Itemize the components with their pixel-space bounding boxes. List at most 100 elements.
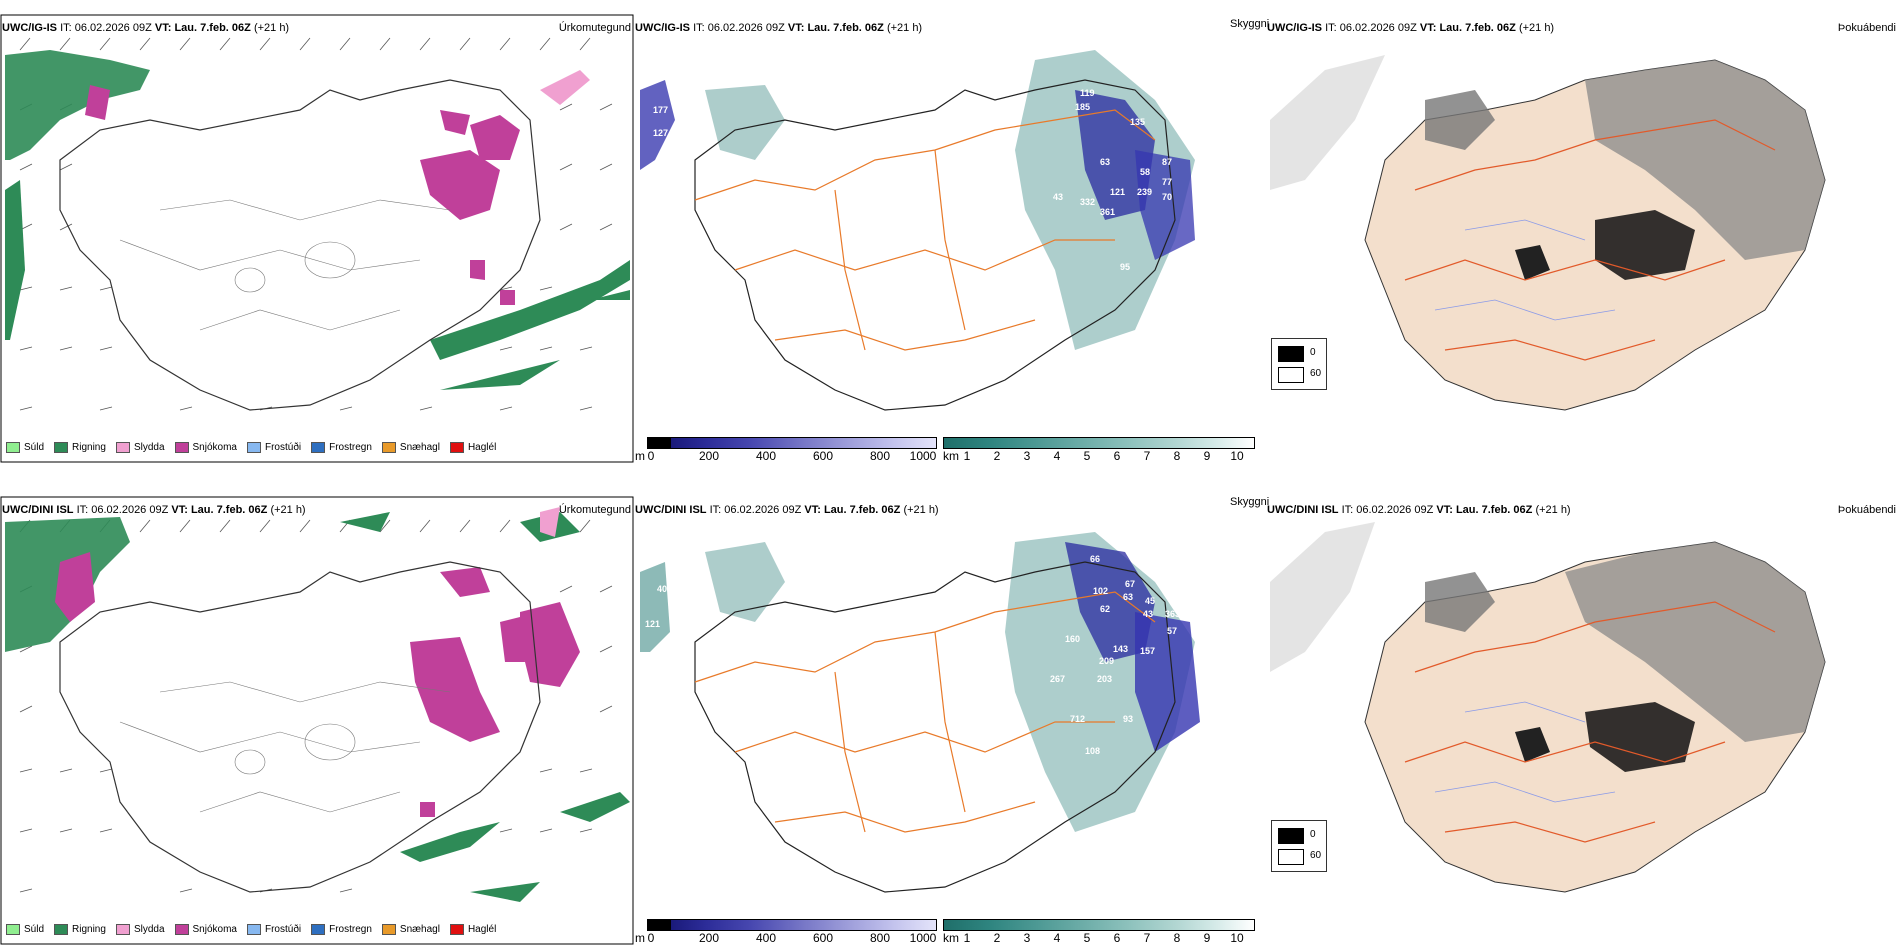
value-label: 267: [1050, 674, 1065, 684]
colorbar-ticks: 0 200 400 600 800 1000: [635, 449, 937, 463]
tick-label: 9: [1203, 931, 1211, 945]
model-name: UWC/IG-IS: [1267, 22, 1322, 34]
colorbar-strip: [943, 919, 1255, 931]
tick-label: 5: [1083, 931, 1091, 945]
it-label: IT:: [1341, 504, 1354, 516]
fog-legend-label: 60: [1310, 850, 1322, 861]
fog-legend: 0 60: [1271, 820, 1327, 872]
fog-map: [1270, 522, 1826, 893]
it-label: IT:: [709, 504, 722, 516]
vt-label: VT:: [1436, 504, 1453, 516]
fog-legend-black: [1278, 828, 1304, 844]
colorbar-ticks: 1 2 3 4 5 6 7 8 9 10: [943, 449, 1253, 463]
vt-value: Lau. 7.feb. 06Z: [1439, 22, 1516, 34]
value-label: 63: [1100, 157, 1110, 167]
drizzle-swatch: [6, 924, 20, 935]
tick-label: 8: [1173, 931, 1181, 945]
legend-item-freezing-drizzle: Frostúði: [246, 924, 301, 935]
precip-legend: Súld Rigning Slydda Snjókoma Frostúði Fr…: [6, 442, 496, 453]
panel-title: Skyggni: [1230, 496, 1270, 508]
tick-label: 1: [963, 449, 971, 463]
colorbar-strip: [943, 437, 1255, 449]
value-label: 332: [1080, 197, 1095, 207]
tick-label: 200: [698, 931, 720, 945]
rain-swatch: [54, 924, 69, 935]
vt-label: VT:: [171, 504, 188, 516]
precip-panel-top: UWC/IG-IS IT: 06.02.2026 09Z VT: Lau. 7.…: [0, 10, 635, 465]
value-label: 62: [1100, 604, 1110, 614]
value-label: 93: [1123, 714, 1133, 724]
freezing-rain-swatch: [311, 442, 326, 453]
fog-panel-top: UWC/IG-IS IT: 06.02.2026 09Z VT: Lau. 7.…: [1265, 10, 1900, 465]
it-value: 06.02.2026 09Z: [74, 22, 152, 34]
graupel-swatch: [381, 924, 396, 935]
tick-label: 10: [1230, 449, 1244, 463]
cloud-map: 406 121 66 67 102 62 63 43 45 363 57 160…: [640, 532, 1200, 893]
value-label: 102: [1093, 586, 1108, 596]
colorbar-ticks: 1 2 3 4 5 6 7 8 9 10: [943, 931, 1253, 945]
precip-legend: Súld Rigning Slydda Snjókoma Frostúði Fr…: [6, 924, 496, 935]
fog-legend-white: [1278, 849, 1304, 865]
tick-label: 200: [698, 449, 720, 463]
fog-legend-white: [1278, 367, 1304, 383]
value-label: 119: [1080, 88, 1095, 98]
panel-header: UWC/IG-IS IT: 06.02.2026 09Z VT: Lau. 7.…: [1267, 22, 1554, 34]
legend-item-drizzle: Súld: [6, 924, 44, 935]
legend-item-sleet: Slydda: [115, 442, 165, 453]
unit-label: km: [943, 931, 959, 945]
tick-label: 1: [963, 931, 971, 945]
precip-panel-bottom: UWC/DINI ISL IT: 06.02.2026 09Z VT: Lau.…: [0, 492, 635, 947]
value-label: 67: [1125, 579, 1135, 589]
tick-label: 0: [647, 931, 655, 945]
legend-item-hail: Haglél: [449, 442, 496, 453]
unit-label: m: [635, 449, 645, 463]
colorbar-ticks: 0 200 400 600 800 1000: [635, 931, 937, 945]
value-label: 63: [1123, 592, 1133, 602]
tick-label: 400: [755, 449, 777, 463]
precip-map: [0, 14, 634, 463]
vt-label: VT:: [787, 22, 805, 34]
fog-legend: 0 60: [1271, 338, 1327, 390]
value-label: 363: [1165, 609, 1180, 619]
value-label: 43: [1143, 609, 1153, 619]
unit-label: m: [635, 931, 645, 945]
tick-label: 1000: [909, 449, 937, 463]
value-label: 143: [1113, 644, 1128, 654]
value-label: 58: [1140, 167, 1150, 177]
legend-item-freezing-rain: Frostregn: [311, 924, 372, 935]
sleet-swatch: [115, 442, 130, 453]
tick-label: 2: [993, 931, 1001, 945]
lead-time: (+21 h): [1518, 22, 1555, 34]
drizzle-swatch: [6, 442, 20, 453]
it-label: IT:: [60, 22, 72, 34]
value-label: 87: [1162, 157, 1172, 167]
vt-value: Lau. 7.feb. 06Z: [190, 504, 268, 516]
lead-time: (+21 h): [1535, 504, 1571, 516]
tick-label: 7: [1143, 931, 1151, 945]
value-label: 406: [657, 584, 672, 594]
panel-title: Úrkomutegund: [558, 22, 631, 34]
fog-legend-black: [1278, 346, 1304, 362]
vt-label: VT:: [804, 504, 821, 516]
model-name: UWC/IG-IS: [635, 22, 690, 34]
legend-item-graupel: Snæhagl: [381, 924, 440, 935]
tick-label: 400: [755, 931, 777, 945]
lead-time: (+21 h): [886, 22, 923, 34]
tick-label: 0: [647, 449, 655, 463]
tick-label: 4: [1053, 931, 1061, 945]
model-name: UWC/DINI ISL: [635, 504, 707, 516]
legend-item-hail: Haglél: [449, 924, 496, 935]
lead-time: (+21 h): [253, 22, 290, 34]
panel-header: UWC/DINI ISL IT: 06.02.2026 09Z VT: Lau.…: [2, 504, 306, 516]
legend-item-freezing-rain: Frostregn: [311, 442, 372, 453]
snow-swatch: [174, 442, 189, 453]
value-label: 121: [1110, 187, 1125, 197]
it-value: 06.02.2026 09Z: [1339, 22, 1417, 34]
rain-swatch: [54, 442, 69, 453]
value-label: 712: [1070, 714, 1085, 724]
value-label: 157: [1140, 646, 1155, 656]
model-name: UWC/DINI ISL: [1267, 504, 1339, 516]
unit-label: km: [943, 449, 959, 463]
value-label: 66: [1090, 554, 1100, 564]
freezing-drizzle-swatch: [246, 442, 261, 453]
